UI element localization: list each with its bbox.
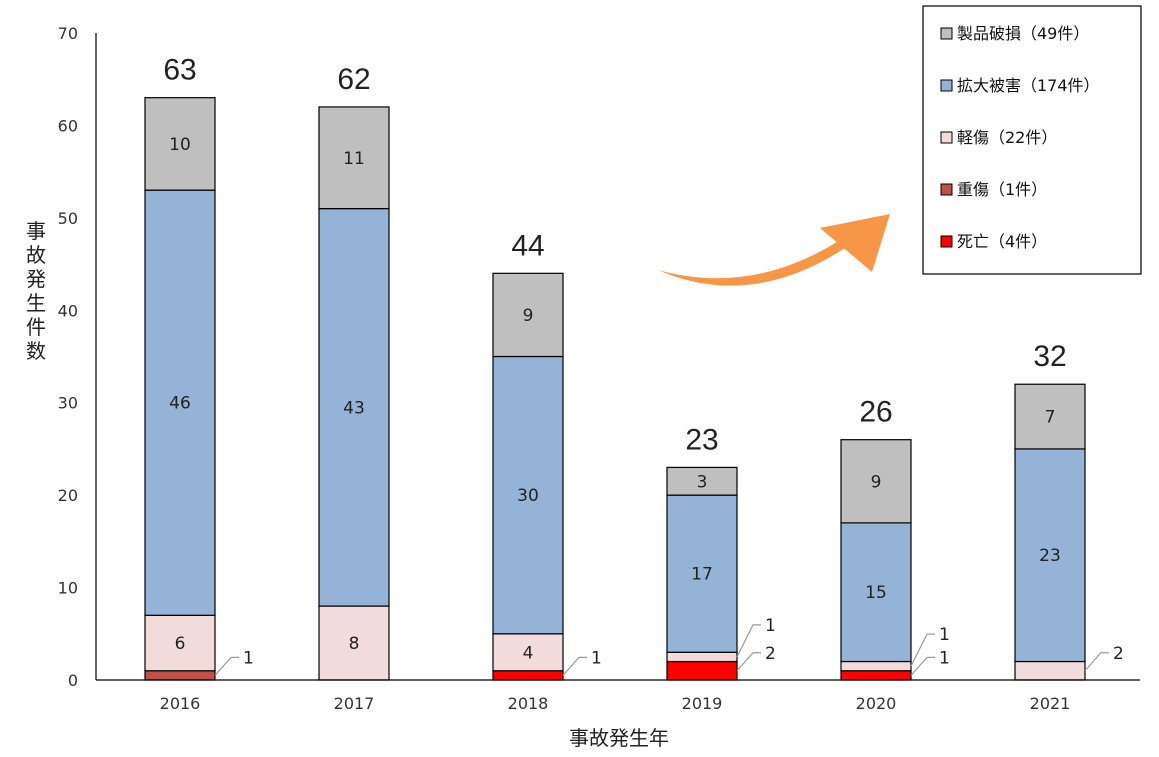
bar-value-label: 10 <box>169 135 191 155</box>
bar-value-label: 30 <box>517 486 539 506</box>
bar-segment <box>1014 448 1086 663</box>
bar-segment <box>492 272 564 358</box>
y-tick-label: 70 <box>58 24 78 43</box>
bar-value-label: 15 <box>865 583 887 603</box>
bar-value-label: 6 <box>175 634 186 654</box>
y-tick-label: 40 <box>58 301 78 320</box>
legend-entry: 軽傷（22件） <box>957 128 1057 147</box>
callout-leader-line <box>736 624 761 658</box>
bar-segment <box>318 208 390 607</box>
y-tick-label: 10 <box>58 579 78 598</box>
x-tick-label: 2020 <box>856 694 897 713</box>
bar-stack-2016: 1 6 46 10 63 <box>144 54 254 681</box>
bar-value-label: 3 <box>697 472 708 492</box>
callout-leader-line <box>1084 652 1109 672</box>
trend-arrow-icon <box>658 214 890 286</box>
bar-segment <box>666 660 738 681</box>
y-axis: 0 10 20 30 40 50 60 70 <box>58 24 97 690</box>
callout-leader-line <box>910 633 935 667</box>
callout-leader-line <box>562 656 587 676</box>
bar-segment <box>492 355 564 635</box>
bar-segment <box>1014 660 1086 681</box>
bar-value-label: 1 <box>765 616 776 636</box>
bar-value-label: 1 <box>243 648 254 668</box>
bar-segment <box>840 660 912 672</box>
bar-segment <box>144 97 216 191</box>
bar-value-label: 1 <box>591 648 602 668</box>
callout-leader-line <box>736 652 761 672</box>
bar-stack-2018: 1 4 30 9 44 <box>492 229 602 681</box>
bar-segment <box>840 670 912 681</box>
bar-stack-2017: 8 43 11 62 <box>318 63 390 681</box>
x-tick-label: 2019 <box>682 694 723 713</box>
bar-segment <box>840 522 912 663</box>
bar-total-label: 32 <box>1033 340 1066 373</box>
legend-entry: 死亡（4件） <box>957 232 1047 251</box>
legend-entry: 重傷（1件） <box>957 180 1047 199</box>
bar-segment <box>492 670 564 681</box>
bar-value-label: 46 <box>169 394 191 414</box>
x-axis: 2016 2017 2018 2019 2020 2021 <box>96 679 1140 713</box>
bar-value-label: 23 <box>1039 546 1061 566</box>
legend-box <box>922 5 1142 275</box>
bar-value-label: 7 <box>1045 408 1056 428</box>
bar-value-label: 9 <box>523 306 534 326</box>
x-axis-title: 事故発生年 <box>569 726 669 750</box>
bar-segment <box>318 605 390 681</box>
legend: 製品破損（49件） 拡大被害（174件） 軽傷（22件） 重傷（1件） 死亡（4件） <box>922 5 1142 275</box>
x-tick-label: 2018 <box>508 694 549 713</box>
bars-group: 1646106384311621430944211732311159262237… <box>144 54 1124 681</box>
legend-entry: 拡大被害（174件） <box>957 76 1100 95</box>
y-tick-label: 0 <box>68 671 78 690</box>
y-tick-label: 60 <box>58 116 78 135</box>
legend-swatch <box>940 235 953 248</box>
y-tick-label: 50 <box>58 209 78 228</box>
legend-entry: 製品破損（49件） <box>957 24 1089 43</box>
x-tick-label: 2017 <box>334 694 375 713</box>
bar-segment <box>492 633 564 672</box>
legend-swatch <box>940 131 953 144</box>
bar-value-label: 4 <box>523 643 534 663</box>
legend-swatch <box>940 183 953 196</box>
y-axis-title: 事故発生件数 <box>26 219 46 363</box>
bar-value-label: 2 <box>765 644 776 664</box>
bar-value-label: 1 <box>939 625 950 645</box>
bar-segment <box>840 439 912 524</box>
bar-value-label: 43 <box>343 398 365 418</box>
bar-total-label: 63 <box>163 54 196 87</box>
bar-total-label: 62 <box>337 63 370 96</box>
x-tick-label: 2016 <box>160 694 201 713</box>
bar-segment <box>666 494 738 653</box>
bar-stack-2019: 2 1 17 3 23 <box>666 423 776 681</box>
bar-segment <box>318 106 390 210</box>
bar-stack-2021: 2 23 7 32 <box>1014 340 1124 681</box>
bar-segment <box>144 670 216 681</box>
bar-value-label: 17 <box>691 565 713 585</box>
callout-leader-line <box>910 656 935 676</box>
bar-value-label: 11 <box>343 149 365 169</box>
bar-value-label: 9 <box>871 472 882 492</box>
y-tick-label: 30 <box>58 394 78 413</box>
callout-leader-line <box>214 656 239 676</box>
bar-stack-2020: 1 1 15 9 26 <box>840 396 950 681</box>
bar-value-label: 8 <box>349 634 360 654</box>
legend-swatch <box>940 27 953 40</box>
bar-total-label: 44 <box>511 229 544 262</box>
bar-segment <box>666 651 738 663</box>
bar-segment <box>666 466 738 496</box>
bar-segment <box>144 614 216 672</box>
bar-total-label: 26 <box>859 396 892 429</box>
bar-value-label: 1 <box>939 648 950 668</box>
y-tick-label: 20 <box>58 486 78 505</box>
x-tick-label: 2021 <box>1030 694 1071 713</box>
bar-total-label: 23 <box>685 423 718 456</box>
bar-value-label: 2 <box>1113 644 1124 664</box>
bar-segment <box>1014 383 1086 450</box>
legend-swatch <box>940 79 953 92</box>
